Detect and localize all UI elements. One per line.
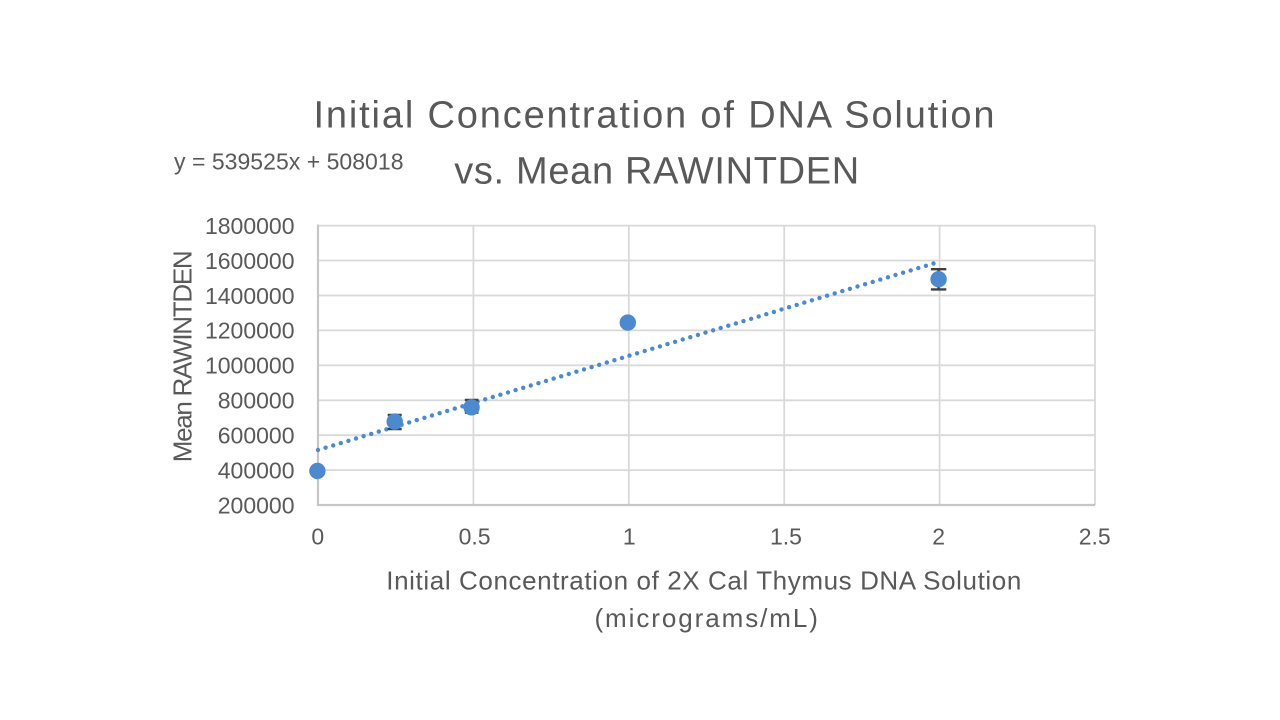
svg-text:vs. Mean RAWINTDEN: vs. Mean RAWINTDEN <box>454 151 859 193</box>
svg-text:Initial Concentration of DNA S: Initial Concentration of DNA Solution <box>314 95 995 137</box>
svg-text:(micrograms/mL): (micrograms/mL) <box>594 603 818 633</box>
svg-text:2: 2 <box>932 524 945 550</box>
svg-text:400000: 400000 <box>218 457 295 483</box>
svg-text:1: 1 <box>623 524 636 550</box>
svg-text:1800000: 1800000 <box>205 213 295 239</box>
svg-text:1.5: 1.5 <box>770 524 802 550</box>
svg-text:1000000: 1000000 <box>205 353 295 379</box>
svg-text:1600000: 1600000 <box>205 248 295 274</box>
svg-text:800000: 800000 <box>218 388 295 414</box>
svg-text:600000: 600000 <box>218 423 295 449</box>
svg-text:y = 539525x + 508018: y = 539525x + 508018 <box>174 149 404 175</box>
svg-text:200000: 200000 <box>218 492 295 518</box>
svg-text:Mean RAWINTDEN: Mean RAWINTDEN <box>168 250 198 462</box>
svg-text:2.5: 2.5 <box>1079 524 1111 550</box>
svg-text:Initial Concentration of 2X Ca: Initial Concentration of 2X Cal Thymus D… <box>386 566 1021 596</box>
svg-text:1400000: 1400000 <box>205 283 295 309</box>
svg-text:1200000: 1200000 <box>205 318 295 344</box>
svg-text:0: 0 <box>311 524 324 550</box>
svg-text:0.5: 0.5 <box>459 524 491 550</box>
